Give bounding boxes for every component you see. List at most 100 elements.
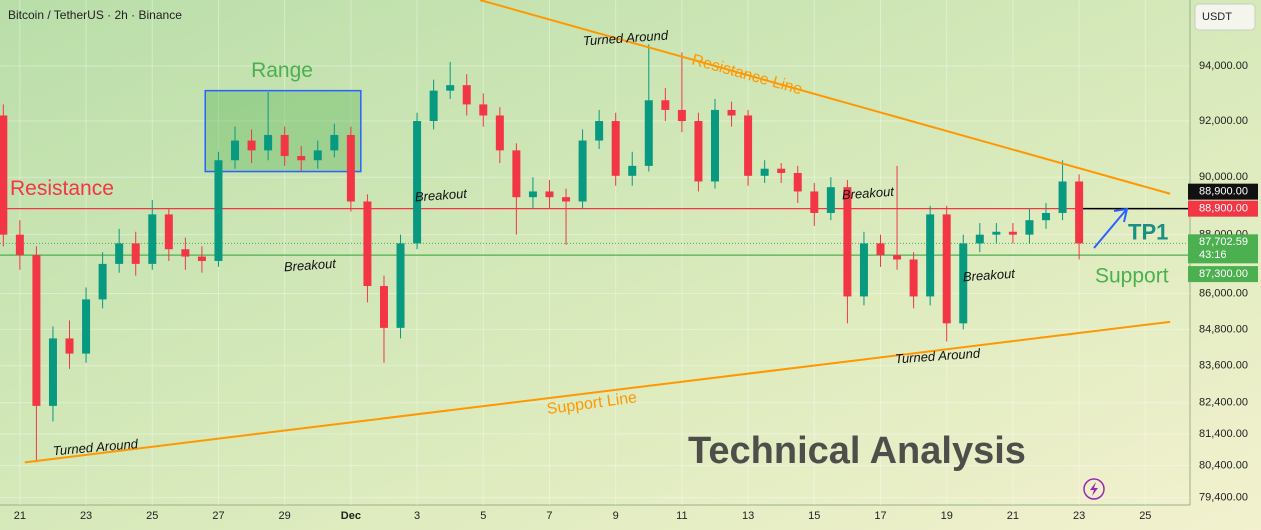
annotation: Breakout xyxy=(962,266,1016,285)
y-tick-label: 84,800.00 xyxy=(1199,323,1248,335)
candle-body xyxy=(909,259,918,297)
price-tag xyxy=(1188,200,1258,217)
candle-body xyxy=(148,214,157,264)
candle-body xyxy=(926,214,935,297)
candle-body xyxy=(479,104,488,116)
candle-body xyxy=(413,121,422,244)
candle-body xyxy=(297,156,306,161)
candle-body xyxy=(959,243,968,324)
candle-body xyxy=(131,243,140,264)
icon[interactable] xyxy=(1083,478,1105,500)
y-tick-label: 83,600.00 xyxy=(1199,360,1248,372)
candle-body xyxy=(628,165,637,176)
x-tick-label: 5 xyxy=(480,510,486,522)
target-price-label: 88,900.00 xyxy=(1199,186,1248,198)
candle-body xyxy=(495,115,504,151)
candle-body xyxy=(694,121,703,182)
range-label: Range xyxy=(251,59,313,82)
x-tick-label: 23 xyxy=(1073,510,1085,522)
candle-body xyxy=(462,85,471,105)
candle-body xyxy=(562,197,571,202)
y-tick-label: 80,400.00 xyxy=(1199,459,1248,471)
candle-body xyxy=(810,191,819,213)
candle-body xyxy=(280,134,289,157)
candle-body xyxy=(379,286,388,328)
candle-body xyxy=(595,121,604,141)
x-tick-label: 13 xyxy=(742,510,754,522)
x-tick-label: 3 xyxy=(414,510,420,522)
trend-line xyxy=(24,320,1171,464)
candle-body xyxy=(578,140,587,202)
x-tick-label: Dec xyxy=(341,510,361,522)
x-tick-label: 7 xyxy=(546,510,552,522)
candle-body xyxy=(644,100,653,166)
price-tag xyxy=(1188,234,1258,264)
candle-body xyxy=(727,109,736,116)
currency-label[interactable]: USDT xyxy=(1202,11,1232,23)
target-arrow xyxy=(1093,207,1129,249)
chart-title: Bitcoin / TetherUS · 2h · Binance xyxy=(8,8,182,22)
candle-body xyxy=(330,134,339,151)
annotation: Breakout xyxy=(841,184,895,203)
x-tick-label: 23 xyxy=(80,510,92,522)
price-tag-label: 87,300.00 xyxy=(1199,268,1248,280)
y-tick-label: 81,400.00 xyxy=(1199,428,1248,440)
level-label: Resistance xyxy=(10,177,114,200)
candle-body xyxy=(264,134,273,151)
candle-body xyxy=(859,243,868,297)
price-tag xyxy=(1188,266,1258,283)
candle-body xyxy=(1042,212,1051,221)
candle-body xyxy=(744,115,753,176)
candle-body xyxy=(181,249,190,257)
y-tick-label: 86,000.00 xyxy=(1199,287,1248,299)
candle-body xyxy=(992,231,1001,235)
annotation: Breakout xyxy=(414,186,468,205)
candle-body xyxy=(82,299,91,354)
candle-body xyxy=(32,255,41,406)
candle-body xyxy=(975,234,984,244)
candle-body xyxy=(793,172,802,192)
candle-body xyxy=(512,150,521,198)
annotation: Turned Around xyxy=(52,436,139,458)
candle-body xyxy=(313,150,322,161)
x-tick-label: 27 xyxy=(212,510,224,522)
candle-body xyxy=(48,338,57,406)
candle-body xyxy=(760,168,769,176)
candle-body xyxy=(429,90,438,122)
candle-body xyxy=(214,160,223,261)
candle-body xyxy=(346,134,355,202)
currency-button[interactable] xyxy=(1194,3,1256,31)
x-tick-label: 25 xyxy=(1139,510,1151,522)
candle-body xyxy=(1008,231,1017,235)
y-tick-label: 79,400.00 xyxy=(1199,491,1248,503)
x-tick-label: 9 xyxy=(613,510,619,522)
countdown-label: 43:16 xyxy=(1199,249,1227,261)
candle-body xyxy=(1058,181,1067,213)
candle-body xyxy=(98,263,107,300)
candle-body xyxy=(1025,220,1034,235)
candle-body xyxy=(777,168,786,173)
current-price-label: 87,702.59 xyxy=(1199,236,1248,248)
level-label: Support xyxy=(1095,265,1169,288)
candle-body xyxy=(15,234,24,256)
annotation: Turned Around xyxy=(894,345,981,366)
candle-body xyxy=(876,243,885,256)
candle-body xyxy=(893,255,902,260)
candle-body xyxy=(197,256,206,261)
candle-body xyxy=(231,140,240,161)
candle-body xyxy=(0,115,8,235)
x-tick-label: 25 xyxy=(146,510,158,522)
candle-body xyxy=(446,85,455,91)
candle-body xyxy=(661,100,670,110)
trend-line xyxy=(479,0,1171,195)
y-tick-label: 82,400.00 xyxy=(1199,397,1248,409)
candle-body xyxy=(363,201,372,287)
x-tick-label: 29 xyxy=(279,510,291,522)
watermark: Technical Analysis xyxy=(688,430,1026,472)
candle-body xyxy=(942,214,951,324)
y-tick-label: 90,000.00 xyxy=(1199,171,1248,183)
x-tick-label: 21 xyxy=(14,510,26,522)
